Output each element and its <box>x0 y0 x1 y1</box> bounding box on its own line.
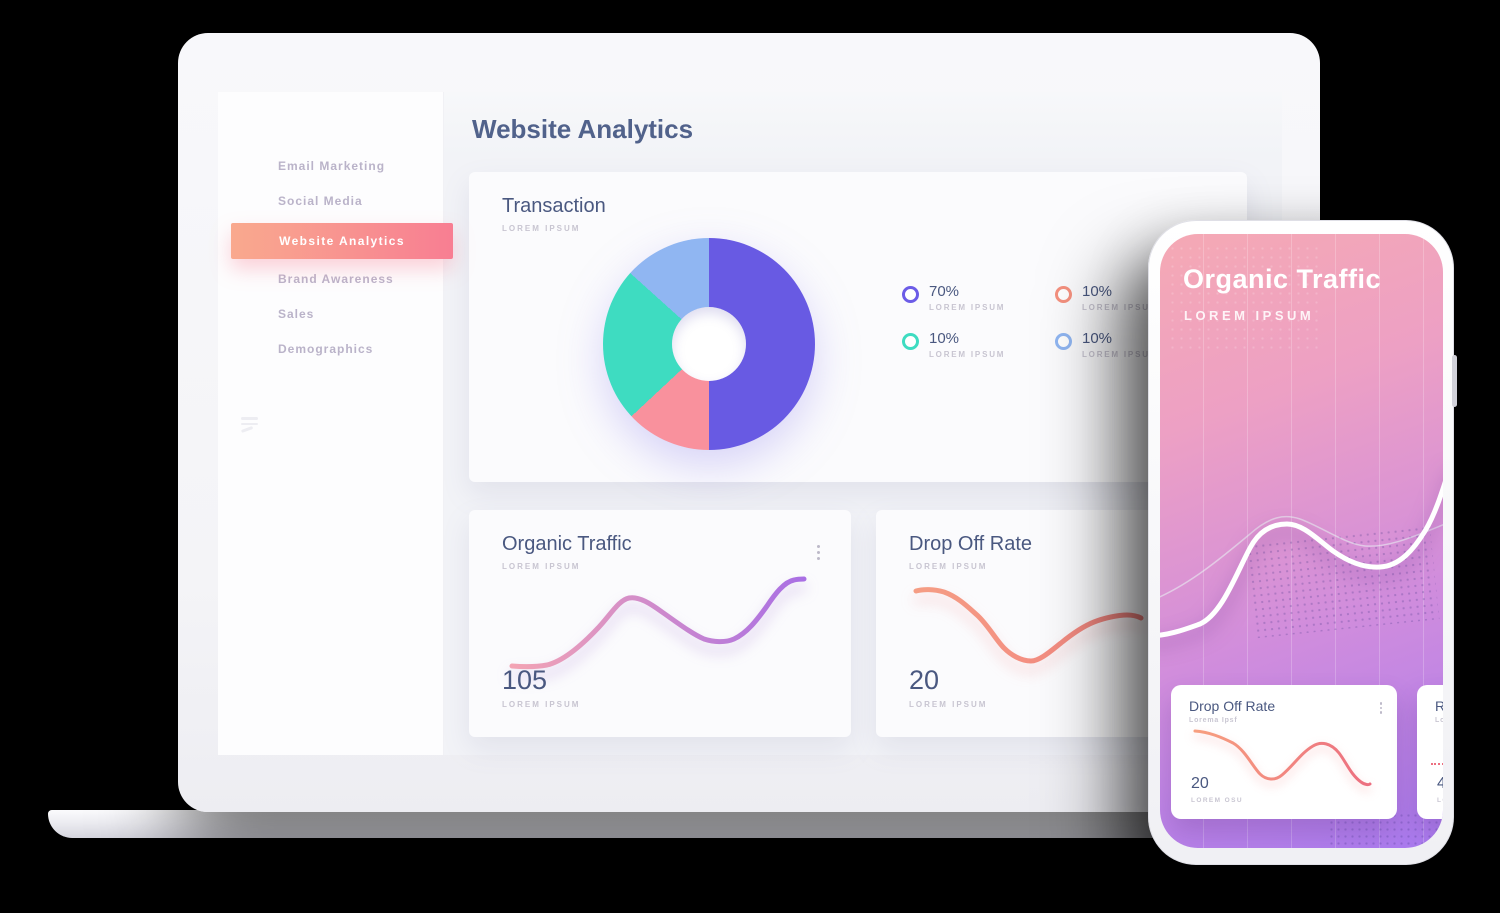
phone-partial-value: 4 <box>1437 775 1443 792</box>
dropoff-card-value: 20 <box>909 665 940 695</box>
dropoff-card-subtitle: LOREM IPSUM <box>909 562 988 571</box>
phone-partial-caption: LO <box>1437 797 1443 804</box>
organic-line-chart <box>509 576 807 670</box>
legend-item-coral[interactable]: 10% LOREM IPSUM <box>1055 284 1208 312</box>
donut-chart <box>603 238 815 450</box>
organic-card-caption: LOREM IPSUM <box>502 700 581 709</box>
mini-line-dots <box>1431 763 1443 765</box>
dropoff-line-chart <box>913 587 1144 664</box>
phone-dropoff-subtitle: Lorema Ipsf <box>1189 717 1238 724</box>
organic-card-value: 105 <box>502 665 548 695</box>
legend-label: LOREM IPSUM <box>1082 303 1159 312</box>
sidebar-item-email-marketing[interactable]: Email Marketing <box>278 159 386 173</box>
sidebar-nav: Email Marketing Social Media Website Ana… <box>218 92 453 367</box>
dropoff-card-title: Drop Off Rate <box>909 533 1033 555</box>
legend-ring-icon <box>902 286 919 303</box>
legend-value: 10% <box>1082 283 1113 300</box>
phone-frame: Organic Traffic LOREM IPSUM Drop Off Rat… <box>1148 220 1457 865</box>
phone-partial-title: Re <box>1435 698 1443 714</box>
dropoff-card-caption: LOREM IPSUM <box>909 700 988 709</box>
page-title: Website Analytics <box>472 114 694 144</box>
phone-dropoff-value: 20 <box>1191 775 1209 792</box>
phone-page-subtitle: LOREM IPSUM <box>1184 308 1315 323</box>
legend-label: LOREM IPSUM <box>929 303 1006 312</box>
legend-ring-icon <box>902 333 919 350</box>
kebab-menu-icon[interactable] <box>814 542 823 563</box>
phone-screen: Organic Traffic LOREM IPSUM Drop Off Rat… <box>1160 234 1443 848</box>
main-content: Website Analytics Transaction LOREM IPSU… <box>444 92 1282 755</box>
legend-label: LOREM IPSUM <box>1082 350 1159 359</box>
donut-legend: 70% LOREM IPSUM 10% LOREM IPSUM 10% LORE… <box>902 284 1208 359</box>
transaction-card-title: Transaction <box>502 195 606 217</box>
legend-value: 10% <box>1082 330 1113 347</box>
legend-item-purple[interactable]: 70% LOREM IPSUM <box>902 284 1055 312</box>
phone-wave-chart <box>1160 480 1443 638</box>
organic-card-title: Organic Traffic <box>502 533 632 555</box>
sidebar-item-social-media[interactable]: Social Media <box>278 194 363 208</box>
legend-value: 10% <box>929 330 960 347</box>
phone-dropoff-caption: LOREM OSU <box>1191 797 1243 804</box>
sidebar: Email Marketing Social Media Website Ana… <box>218 92 453 755</box>
laptop-frame: Email Marketing Social Media Website Ana… <box>178 33 1320 812</box>
phone-partial-card: Re Lo 4 LO <box>1417 685 1443 819</box>
donut-hole <box>672 307 746 381</box>
phone-partial-subtitle: Lo <box>1435 717 1443 724</box>
organic-traffic-card: Organic Traffic LOREM IPSUM 105 LO <box>469 510 851 737</box>
phone-dropoff-card: Drop Off Rate Lorema Ipsf 20 LOREM OSU <box>1171 685 1397 819</box>
legend-item-blue[interactable]: 10% LOREM IPSUM <box>1055 331 1208 359</box>
legend-ring-icon <box>1055 333 1072 350</box>
sidebar-item-website-analytics[interactable]: Website Analytics <box>231 223 453 259</box>
sidebar-item-demographics[interactable]: Demographics <box>278 342 374 356</box>
phone-dropoff-title: Drop Off Rate <box>1189 698 1276 714</box>
dashboard-screen: Email Marketing Social Media Website Ana… <box>218 92 1282 755</box>
legend-label: LOREM IPSUM <box>929 350 1006 359</box>
legend-value: 70% <box>929 283 960 300</box>
transaction-card-subtitle: LOREM IPSUM <box>502 224 581 233</box>
kebab-menu-icon[interactable] <box>1378 700 1385 716</box>
phone-dropoff-line-chart <box>1193 729 1372 787</box>
sidebar-item-brand-awareness[interactable]: Brand Awareness <box>278 272 394 286</box>
phone-page-title: Organic Traffic <box>1183 264 1382 294</box>
menu-lines-icon[interactable] <box>240 417 258 434</box>
organic-card-subtitle: LOREM IPSUM <box>502 562 581 571</box>
halftone-dots <box>1168 244 1318 354</box>
transaction-card: Transaction LOREM IPSUM 70% LOREM IPSUM <box>469 172 1247 482</box>
sidebar-item-sales[interactable]: Sales <box>278 307 315 321</box>
legend-item-teal[interactable]: 10% LOREM IPSUM <box>902 331 1055 359</box>
laptop-base <box>48 810 1360 838</box>
phone-side-button <box>1452 355 1457 407</box>
legend-ring-icon <box>1055 286 1072 303</box>
